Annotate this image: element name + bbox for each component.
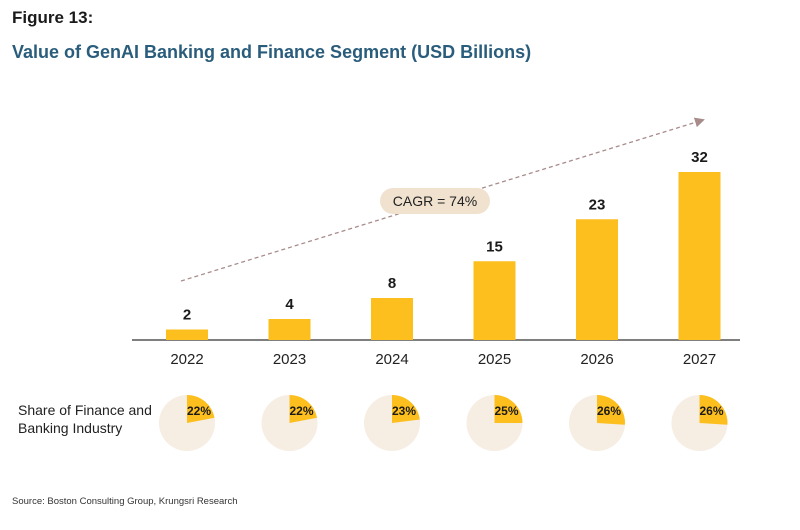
data-label-2026: 23 bbox=[589, 196, 606, 213]
share-value-2025: 25% bbox=[494, 404, 518, 418]
share-slice-2023 bbox=[289, 395, 317, 423]
bar-2022 bbox=[166, 329, 208, 340]
share-value-2024: 23% bbox=[392, 404, 416, 418]
share-slice-2024 bbox=[392, 395, 420, 423]
share-slice-2027 bbox=[699, 395, 728, 425]
data-label-2023: 4 bbox=[285, 296, 294, 313]
x-tick-2026: 2026 bbox=[580, 351, 613, 368]
cagr-label: CAGR = 74% bbox=[393, 193, 477, 209]
share-slice-2022 bbox=[187, 395, 215, 423]
bar-2026 bbox=[576, 219, 618, 340]
bar-2024 bbox=[371, 298, 413, 340]
x-tick-2023: 2023 bbox=[273, 351, 306, 368]
figure-label: Figure 13: bbox=[12, 8, 94, 27]
cagr-badge bbox=[380, 188, 490, 214]
share-slice-2025 bbox=[494, 395, 523, 423]
bar-2027 bbox=[678, 172, 721, 340]
bar-2025 bbox=[473, 261, 516, 340]
x-tick-2022: 2022 bbox=[170, 351, 203, 368]
x-tick-2024: 2024 bbox=[375, 351, 408, 368]
share-value-2026: 26% bbox=[597, 404, 621, 418]
data-label-2027: 32 bbox=[691, 149, 708, 166]
data-label-2022: 2 bbox=[183, 307, 191, 324]
share-value-2027: 26% bbox=[699, 404, 723, 418]
x-tick-2025: 2025 bbox=[478, 351, 511, 368]
x-tick-2027: 2027 bbox=[683, 351, 716, 368]
share-value-2022: 22% bbox=[187, 404, 211, 418]
share-slice-2026 bbox=[597, 395, 625, 425]
data-label-2024: 8 bbox=[388, 275, 396, 292]
data-label-2025: 15 bbox=[486, 238, 503, 255]
bar-2023 bbox=[268, 319, 311, 340]
share-label: Share of Finance and Banking Industry bbox=[18, 402, 152, 436]
chart-title: Value of GenAI Banking and Finance Segme… bbox=[12, 42, 532, 62]
share-value-2023: 22% bbox=[289, 404, 313, 418]
source-note: Source: Boston Consulting Group, Krungsr… bbox=[12, 496, 238, 507]
